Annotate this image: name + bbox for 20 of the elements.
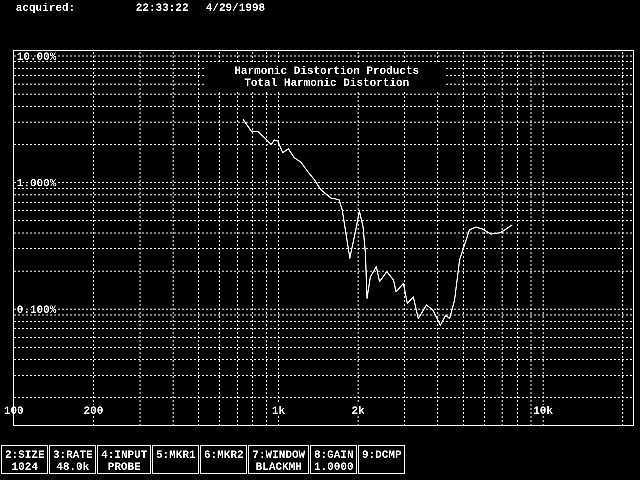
text: 4/29/1998 [206,3,266,15]
text: 5:MKR1 [156,450,196,462]
text: 22:33:22 [136,3,189,15]
text: Harmonic Distortion Products [234,66,420,78]
y-tick-label: 10.00% [17,52,58,64]
text: 7:WINDOW BLACKMH [252,450,306,474]
text: 4:INPUT PROBE [101,450,148,474]
text: 8:GAIN 1.0000 [314,450,354,474]
x-tick-label: 200 [84,406,104,418]
text: acquired: [16,3,76,15]
x-tick-label: 10k [533,406,554,418]
text: 3:RATE 48.0k [53,450,94,474]
text: 2:SIZE 1024 [5,450,46,474]
text: 9:DCMP [362,450,402,462]
y-tick-label: 1.000% [17,178,58,190]
y-tick-label: 0.100% [17,304,58,317]
x-tick-label: 1k [272,406,286,418]
text: 6:MKR2 [204,450,244,462]
x-tick-label: 2k [352,406,366,418]
text: Total Harmonic Distortion [244,78,410,90]
